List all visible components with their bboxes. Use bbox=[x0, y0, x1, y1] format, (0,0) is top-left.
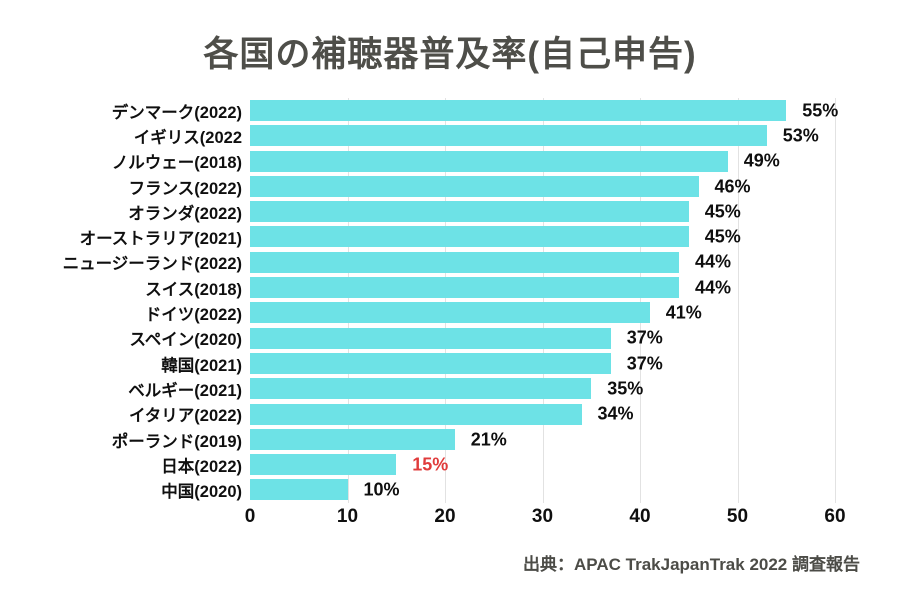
country-label: 中国(2020) bbox=[161, 483, 242, 502]
bar-row: ベルギー(2021) 35% bbox=[0, 376, 835, 401]
value-label: 21% bbox=[470, 429, 507, 449]
value-label: 53% bbox=[782, 125, 819, 146]
value-label: 46% bbox=[714, 176, 751, 197]
country-label: フランス(2022) bbox=[128, 179, 242, 198]
value-label: 10% bbox=[363, 479, 400, 500]
value-label: 37% bbox=[626, 353, 663, 374]
bar-track: 34% bbox=[250, 402, 835, 427]
chart-title: 各国の補聴器普及率(自己申告) bbox=[203, 35, 697, 74]
bar bbox=[250, 150, 728, 172]
bar-row: オーストラリア(2021) 45% bbox=[0, 224, 835, 249]
country-label: スペイン(2020) bbox=[129, 331, 242, 350]
bar-row: オランダ(2022) 45% bbox=[0, 199, 835, 224]
gridline bbox=[347, 98, 349, 503]
bar bbox=[250, 403, 582, 425]
bar-row: イギリス(2022 53% bbox=[0, 123, 835, 148]
x-axis-tick-label: 30 bbox=[531, 506, 554, 527]
bar-row: 日本(2022) 15% bbox=[0, 452, 835, 477]
value-label: 44% bbox=[695, 251, 732, 272]
bar-track: 53% bbox=[250, 123, 835, 148]
bar-track: 41% bbox=[250, 300, 835, 325]
bar bbox=[250, 428, 455, 450]
country-label: ドイツ(2022) bbox=[144, 306, 242, 325]
value-label: 44% bbox=[695, 277, 732, 298]
country-label: イギリス(2022 bbox=[133, 128, 242, 147]
x-axis-tick-label: 20 bbox=[434, 506, 456, 527]
bar-track: 21% bbox=[250, 427, 835, 452]
bar-track: 37% bbox=[250, 326, 835, 351]
bar-row: ニュージーランド(2022) 44% bbox=[0, 250, 835, 275]
country-label: ベルギー(2021) bbox=[128, 381, 242, 400]
country-label: オーストラリア(2021) bbox=[79, 230, 242, 249]
bar bbox=[250, 454, 397, 476]
gridline bbox=[835, 98, 836, 503]
bar bbox=[250, 479, 348, 501]
country-label: 日本(2022) bbox=[161, 457, 242, 476]
bar bbox=[250, 100, 787, 121]
bar-track: 35% bbox=[250, 376, 835, 401]
bar-track: 49% bbox=[250, 149, 835, 174]
gridline bbox=[640, 98, 641, 503]
x-axis-tick-label: 60 bbox=[824, 506, 846, 527]
grid-overlay bbox=[250, 98, 836, 503]
bar-row: 中国(2020) 10% bbox=[0, 477, 835, 502]
bar bbox=[250, 327, 611, 349]
bar-row: スペイン(2020) 37% bbox=[0, 326, 835, 351]
bar bbox=[250, 302, 650, 324]
bar-row: スイス(2018) 44% bbox=[0, 275, 835, 300]
value-label: 45% bbox=[704, 201, 741, 222]
country-label: スイス(2018) bbox=[145, 280, 242, 299]
country-label: イタリア(2022) bbox=[128, 407, 242, 426]
x-axis-tick-label: 40 bbox=[629, 506, 651, 527]
gridline bbox=[737, 98, 739, 503]
bar-row: ポーランド(2019) 21% bbox=[0, 427, 835, 452]
bar bbox=[250, 226, 689, 248]
country-label: ノルウェー(2018) bbox=[111, 154, 242, 173]
value-label: 55% bbox=[802, 100, 839, 121]
bar-rows: デンマーク(2022) 55% イギリス(2022 53% ノルウェー(2018) 49%… bbox=[0, 98, 839, 503]
bar-track: 46% bbox=[250, 174, 835, 199]
bar bbox=[250, 201, 689, 223]
bar-track: 45% bbox=[250, 224, 835, 249]
source-note: 出典：APAC TrakJapanTrak 2022 調査報告 bbox=[523, 555, 860, 574]
bar-row: イタリア(2022) 34% bbox=[0, 402, 835, 427]
value-label: 45% bbox=[704, 226, 741, 247]
x-axis: 0 10 20 30 40 50 60 bbox=[245, 506, 846, 530]
bar bbox=[250, 125, 767, 147]
value-label: 34% bbox=[597, 403, 634, 424]
bar bbox=[250, 352, 611, 374]
value-label: 15% bbox=[412, 454, 449, 475]
country-label: オランダ(2022) bbox=[128, 204, 242, 223]
country-label: ポーランド(2019) bbox=[111, 432, 242, 451]
value-label: 49% bbox=[743, 150, 780, 171]
bar bbox=[250, 378, 592, 400]
bar-track: 45% bbox=[250, 199, 835, 224]
bar-track: 44% bbox=[250, 275, 835, 300]
country-label: 韓国(2021) bbox=[161, 356, 242, 375]
x-axis-tick-label: 10 bbox=[336, 506, 359, 527]
x-axis-tick-label: 0 bbox=[244, 506, 256, 527]
bar-track: 15% bbox=[250, 452, 835, 477]
value-label: 37% bbox=[626, 327, 663, 348]
bar-row: 韓国(2021) 37% bbox=[0, 351, 835, 376]
country-label: デンマーク(2022) bbox=[111, 103, 242, 122]
bar-track: 55% bbox=[250, 98, 839, 123]
x-axis-tick-label: 50 bbox=[726, 506, 749, 527]
bar-track: 44% bbox=[250, 250, 835, 275]
value-label: 41% bbox=[665, 302, 702, 323]
bar bbox=[250, 251, 679, 273]
bar-row: ノルウェー(2018) 49% bbox=[0, 149, 835, 174]
gridline bbox=[445, 98, 446, 503]
bar-track: 10% bbox=[250, 477, 835, 502]
bar-row: デンマーク(2022) 55% bbox=[0, 98, 839, 123]
country-label: ニュージーランド(2022) bbox=[62, 255, 242, 274]
bar bbox=[250, 277, 679, 299]
bar bbox=[250, 175, 699, 197]
bar-row: フランス(2022) 46% bbox=[0, 174, 835, 199]
bar-row: ドイツ(2022) 41% bbox=[0, 300, 835, 325]
value-label: 35% bbox=[607, 378, 644, 399]
bar-track: 37% bbox=[250, 351, 835, 376]
gridline bbox=[542, 98, 544, 503]
